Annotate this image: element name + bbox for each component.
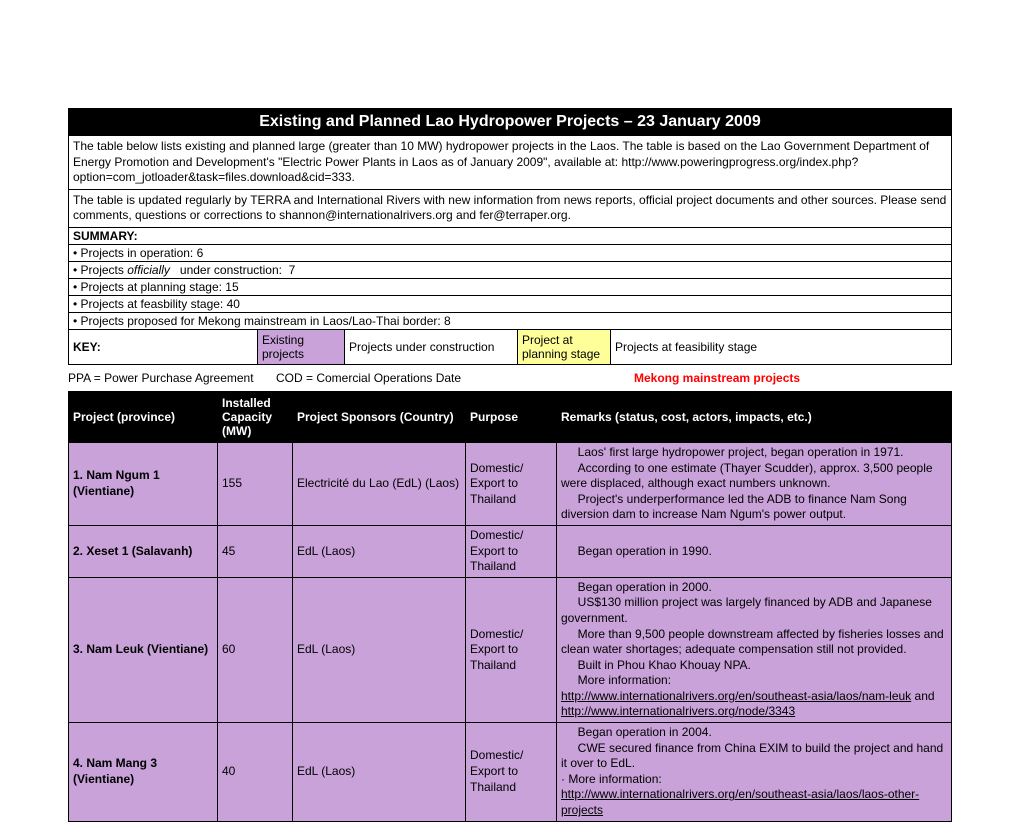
col-remarks: Remarks (status, cost, actors, impacts, … bbox=[557, 391, 952, 442]
cell-purpose: Domestic/ Export to Thailand bbox=[466, 577, 557, 722]
col-project: Project (province) bbox=[69, 391, 218, 442]
key-row: KEY: Existing projects Projects under co… bbox=[69, 330, 951, 364]
def-cod: COD = Comercial Operations Date bbox=[276, 371, 634, 385]
cell-project: 1. Nam Ngum 1 (Vientiane) bbox=[69, 442, 218, 525]
cell-capacity: 40 bbox=[218, 723, 293, 822]
definitions-row: PPA = Power Purchase Agreement COD = Com… bbox=[68, 365, 952, 391]
key-under-construction: Projects under construction bbox=[345, 330, 518, 364]
cell-remarks: Laos' first large hydropower project, be… bbox=[557, 442, 952, 525]
cell-project: 2. Xeset 1 (Salavanh) bbox=[69, 525, 218, 577]
key-label: KEY: bbox=[69, 330, 258, 364]
col-capacity: Installed Capacity (MW) bbox=[218, 391, 293, 442]
key-existing: Existing projects bbox=[258, 330, 345, 364]
table-header-row: Project (province) Installed Capacity (M… bbox=[69, 391, 952, 442]
summary-line-4: • Projects proposed for Mekong mainstrea… bbox=[69, 313, 951, 330]
table-row: 4. Nam Mang 3 (Vientiane) 40 EdL (Laos) … bbox=[69, 723, 952, 822]
summary-line-0: • Projects in operation: 6 bbox=[69, 245, 951, 262]
intro-box: The table below lists existing and plann… bbox=[68, 136, 952, 365]
cell-sponsor: EdL (Laos) bbox=[293, 525, 466, 577]
summary-heading: SUMMARY: bbox=[69, 228, 951, 245]
cell-project: 4. Nam Mang 3 (Vientiane) bbox=[69, 723, 218, 822]
summary-line-2: • Projects at planning stage: 15 bbox=[69, 279, 951, 296]
cell-sponsor: EdL (Laos) bbox=[293, 577, 466, 722]
table-row: 1. Nam Ngum 1 (Vientiane) 155 Electricit… bbox=[69, 442, 952, 525]
cell-purpose: Domestic/ Export to Thailand bbox=[466, 723, 557, 822]
key-feasibility: Projects at feasibility stage bbox=[611, 330, 951, 364]
cell-capacity: 155 bbox=[218, 442, 293, 525]
def-ppa: PPA = Power Purchase Agreement bbox=[68, 371, 276, 385]
cell-sponsor: Electricité du Lao (EdL) (Laos) bbox=[293, 442, 466, 525]
summary-line-1: • Projects officially under construction… bbox=[69, 262, 951, 279]
cell-project: 3. Nam Leuk (Vientiane) bbox=[69, 577, 218, 722]
projects-table: Project (province) Installed Capacity (M… bbox=[68, 391, 952, 822]
cell-capacity: 45 bbox=[218, 525, 293, 577]
intro-para-2: The table is updated regularly by TERRA … bbox=[69, 190, 951, 228]
col-purpose: Purpose bbox=[466, 391, 557, 442]
intro-para-1: The table below lists existing and plann… bbox=[69, 136, 951, 190]
cell-capacity: 60 bbox=[218, 577, 293, 722]
table-row: 3. Nam Leuk (Vientiane) 60 EdL (Laos) Do… bbox=[69, 577, 952, 722]
cell-remarks: Began operation in 2004. CWE secured fin… bbox=[557, 723, 952, 822]
table-row: 2. Xeset 1 (Salavanh) 45 EdL (Laos) Dome… bbox=[69, 525, 952, 577]
cell-purpose: Domestic/ Export to Thailand bbox=[466, 442, 557, 525]
cell-remarks: Began operation in 1990. bbox=[557, 525, 952, 577]
table-body: 1. Nam Ngum 1 (Vientiane) 155 Electricit… bbox=[69, 442, 952, 821]
cell-sponsor: EdL (Laos) bbox=[293, 723, 466, 822]
cell-remarks: Began operation in 2000. US$130 million … bbox=[557, 577, 952, 722]
page: Existing and Planned Lao Hydropower Proj… bbox=[0, 0, 1020, 822]
key-planning: Project at planning stage bbox=[518, 330, 611, 364]
summary-line-3: • Projects at feasbility stage: 40 bbox=[69, 296, 951, 313]
col-sponsor: Project Sponsors (Country) bbox=[293, 391, 466, 442]
cell-purpose: Domestic/ Export to Thailand bbox=[466, 525, 557, 577]
page-title: Existing and Planned Lao Hydropower Proj… bbox=[68, 108, 952, 136]
def-mekong: Mekong mainstream projects bbox=[634, 371, 800, 385]
